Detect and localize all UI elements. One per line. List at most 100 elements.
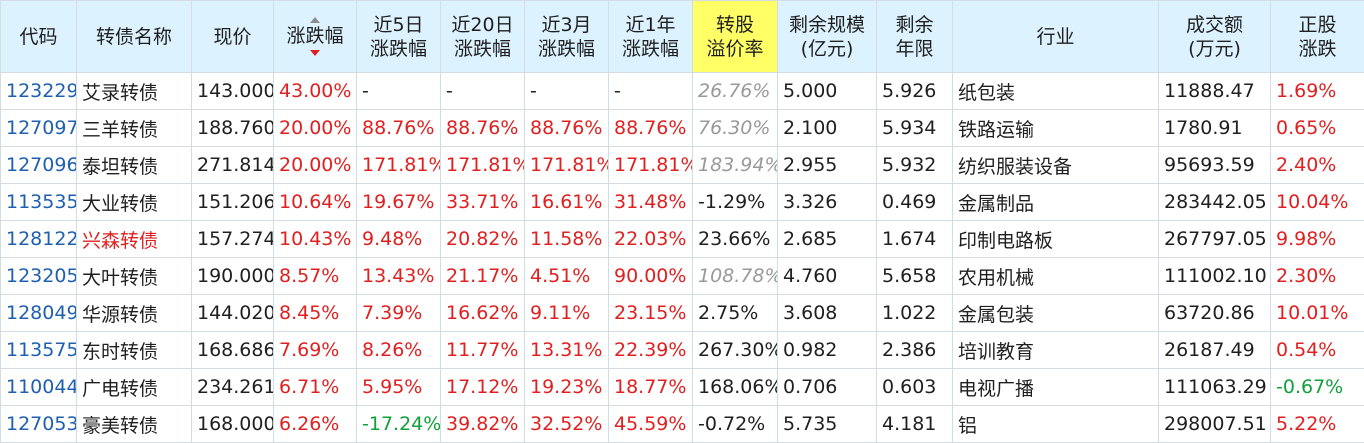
change-cell: 20.00%	[274, 110, 357, 147]
volume-cell: 283442.05	[1159, 184, 1271, 221]
table-row[interactable]: 113535 大业转债 151.206 10.64% 19.67% 33.71%…	[1, 184, 1364, 221]
col-header-scale[interactable]: 剩余规模(亿元)	[778, 1, 877, 73]
col-header-change[interactable]: 涨跌幅	[274, 1, 357, 73]
change-1y-cell: 22.39%	[609, 332, 693, 369]
industry-cell: 铁路运输	[953, 110, 1159, 147]
bond-code[interactable]: 123229	[1, 73, 77, 110]
price-cell: 188.760	[192, 110, 274, 147]
change-20d-cell: 16.62%	[441, 295, 525, 332]
volume-cell: 26187.49	[1159, 332, 1271, 369]
bond-name[interactable]: 三羊转债	[77, 110, 192, 147]
change-5d-cell: 19.67%	[357, 184, 441, 221]
table-row[interactable]: 123229 艾录转债 143.000 43.00% - - - - 26.76…	[1, 73, 1364, 110]
col-header-3m[interactable]: 近3月涨跌幅	[525, 1, 609, 73]
bond-name[interactable]: 艾录转债	[77, 73, 192, 110]
change-3m-cell: 9.11%	[525, 295, 609, 332]
industry-cell: 金属包装	[953, 295, 1159, 332]
price-cell: 234.261	[192, 369, 274, 406]
change-3m-cell: 13.31%	[525, 332, 609, 369]
table-row[interactable]: 113575 东时转债 168.686 7.69% 8.26% 11.77% 1…	[1, 332, 1364, 369]
table-row[interactable]: 110044 广电转债 234.261 6.71% 5.95% 17.12% 1…	[1, 369, 1364, 406]
col-header-price[interactable]: 现价	[192, 1, 274, 73]
scale-cell: 0.982	[778, 332, 877, 369]
col-header-premium[interactable]: 转股溢价率	[693, 1, 778, 73]
change-20d-cell: 39.82%	[441, 406, 525, 443]
header-row: 代码 转债名称 现价 涨跌幅 近5日涨跌幅 近20日涨跌幅 近3月涨跌幅 近1年…	[1, 1, 1364, 73]
change-1y-cell: 18.77%	[609, 369, 693, 406]
volume-cell: 63720.86	[1159, 295, 1271, 332]
premium-cell: 23.66%	[693, 221, 778, 258]
years-cell: 4.181	[877, 406, 953, 443]
industry-cell: 金属制品	[953, 184, 1159, 221]
bond-code[interactable]: 123205	[1, 258, 77, 295]
change-5d-cell: 88.76%	[357, 110, 441, 147]
table-row[interactable]: 127096 泰坦转债 271.814 20.00% 171.81% 171.8…	[1, 147, 1364, 184]
stock-change-cell: 1.69%	[1271, 73, 1364, 110]
change-cell: 6.26%	[274, 406, 357, 443]
change-cell: 7.69%	[274, 332, 357, 369]
stock-change-cell: 0.65%	[1271, 110, 1364, 147]
change-3m-cell: -	[525, 73, 609, 110]
col-header-name[interactable]: 转债名称	[77, 1, 192, 73]
change-20d-cell: 88.76%	[441, 110, 525, 147]
col-header-code[interactable]: 代码	[1, 1, 77, 73]
bond-name[interactable]: 豪美转债	[77, 406, 192, 443]
stock-change-cell: 10.04%	[1271, 184, 1364, 221]
bond-code[interactable]: 128122	[1, 221, 77, 258]
years-cell: 1.022	[877, 295, 953, 332]
bond-code[interactable]: 128049	[1, 295, 77, 332]
change-20d-cell: -	[441, 73, 525, 110]
col-header-5d[interactable]: 近5日涨跌幅	[357, 1, 441, 73]
volume-cell: 111063.29	[1159, 369, 1271, 406]
premium-cell: 26.76%	[693, 73, 778, 110]
bond-code[interactable]: 113535	[1, 184, 77, 221]
change-3m-cell: 32.52%	[525, 406, 609, 443]
bond-name[interactable]: 东时转债	[77, 332, 192, 369]
years-cell: 5.658	[877, 258, 953, 295]
premium-cell: 2.75%	[693, 295, 778, 332]
volume-cell: 111002.10	[1159, 258, 1271, 295]
col-header-20d[interactable]: 近20日涨跌幅	[441, 1, 525, 73]
col-header-stock-change[interactable]: 正股涨跌	[1271, 1, 1364, 73]
table-row[interactable]: 128049 华源转债 144.020 8.45% 7.39% 16.62% 9…	[1, 295, 1364, 332]
volume-cell: 95693.59	[1159, 147, 1271, 184]
change-1y-cell: 22.03%	[609, 221, 693, 258]
years-cell: 0.469	[877, 184, 953, 221]
change-20d-cell: 20.82%	[441, 221, 525, 258]
premium-cell: -1.29%	[693, 184, 778, 221]
stock-change-cell: 2.30%	[1271, 258, 1364, 295]
change-cell: 10.64%	[274, 184, 357, 221]
change-20d-cell: 11.77%	[441, 332, 525, 369]
table-row[interactable]: 128122 兴森转债 157.274 10.43% 9.48% 20.82% …	[1, 221, 1364, 258]
bond-name[interactable]: 大业转债	[77, 184, 192, 221]
stock-change-cell: 5.22%	[1271, 406, 1364, 443]
col-header-1y[interactable]: 近1年涨跌幅	[609, 1, 693, 73]
stock-change-cell: 10.01%	[1271, 295, 1364, 332]
change-1y-cell: 171.81%	[609, 147, 693, 184]
change-20d-cell: 17.12%	[441, 369, 525, 406]
industry-cell: 铝	[953, 406, 1159, 443]
bond-code[interactable]: 113575	[1, 332, 77, 369]
industry-cell: 纺织服装设备	[953, 147, 1159, 184]
table-row[interactable]: 127053 豪美转债 168.000 6.26% -17.24% 39.82%…	[1, 406, 1364, 443]
change-cell: 20.00%	[274, 147, 357, 184]
price-cell: 157.274	[192, 221, 274, 258]
bond-name[interactable]: 兴森转债	[77, 221, 192, 258]
years-cell: 5.934	[877, 110, 953, 147]
bond-name[interactable]: 广电转债	[77, 369, 192, 406]
bond-name[interactable]: 华源转债	[77, 295, 192, 332]
change-5d-cell: 171.81%	[357, 147, 441, 184]
col-header-industry[interactable]: 行业	[953, 1, 1159, 73]
bond-code[interactable]: 110044	[1, 369, 77, 406]
premium-cell: 183.94%	[693, 147, 778, 184]
col-header-years[interactable]: 剩余年限	[877, 1, 953, 73]
table-row[interactable]: 127097 三羊转债 188.760 20.00% 88.76% 88.76%…	[1, 110, 1364, 147]
bond-code[interactable]: 127053	[1, 406, 77, 443]
col-header-volume[interactable]: 成交额(万元)	[1159, 1, 1271, 73]
industry-cell: 印制电路板	[953, 221, 1159, 258]
bond-name[interactable]: 大叶转债	[77, 258, 192, 295]
bond-code[interactable]: 127097	[1, 110, 77, 147]
bond-code[interactable]: 127096	[1, 147, 77, 184]
bond-name[interactable]: 泰坦转债	[77, 147, 192, 184]
table-row[interactable]: 123205 大叶转债 190.000 8.57% 13.43% 21.17% …	[1, 258, 1364, 295]
